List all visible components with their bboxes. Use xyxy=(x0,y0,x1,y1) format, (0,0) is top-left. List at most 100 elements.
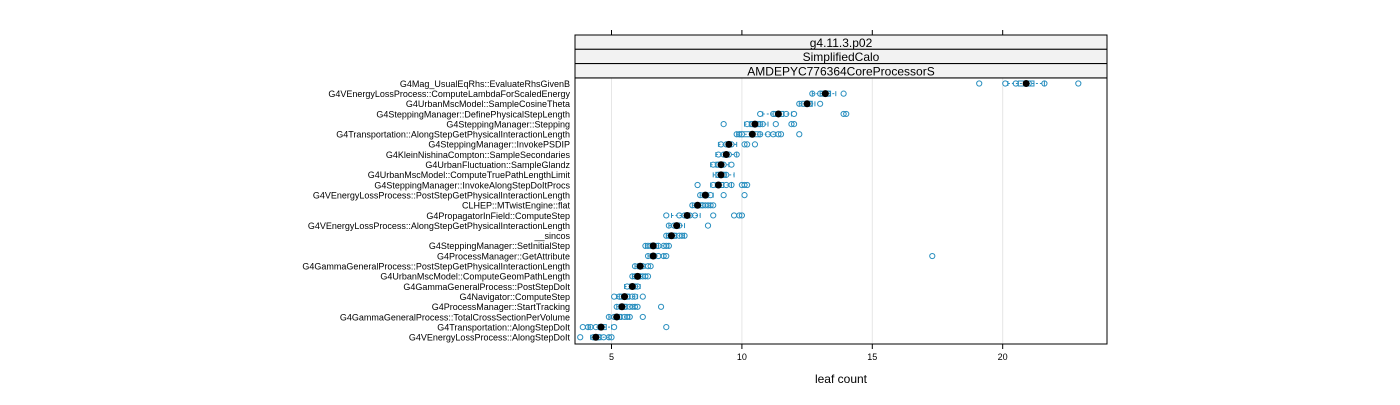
x-tick-label: 15 xyxy=(867,352,877,362)
y-axis-label: G4GammaGeneralProcess::PostStepDoIt xyxy=(403,282,570,292)
median-marker xyxy=(634,272,642,280)
strip-label: g4.11.3.p02 xyxy=(810,36,873,50)
data-point xyxy=(741,141,748,148)
y-axis-label: G4Transportation::AlongStepDoIt xyxy=(437,322,570,332)
data-point xyxy=(843,110,850,118)
median-marker xyxy=(636,262,644,270)
y-axis-labels: G4Mag_UsualEqRhs::EvaluateRhsGivenBG4VEn… xyxy=(302,79,570,343)
y-axis-label: G4VEnergyLossProcess::PostStepGetPhysica… xyxy=(313,190,570,200)
data-point xyxy=(840,90,847,97)
x-tick-label: 10 xyxy=(737,352,747,362)
y-axis-label: G4SteppingManager::InvokeAlongStepDoItPr… xyxy=(374,180,570,190)
data-point xyxy=(796,100,803,107)
median-marker xyxy=(649,252,657,260)
median-marker xyxy=(628,283,636,290)
data-point xyxy=(929,252,936,260)
median-marker xyxy=(667,232,675,240)
data-point xyxy=(605,334,613,341)
median-marker xyxy=(717,161,725,169)
y-axis-label: G4ProcessManager::GetAttribute xyxy=(437,251,570,261)
data-point xyxy=(741,192,748,199)
data-point xyxy=(1041,80,1048,87)
median-marker xyxy=(597,323,605,331)
y-axis-label: G4UrbanMscModel::ComputeTruePathLengthLi… xyxy=(368,170,571,180)
data-point xyxy=(817,100,824,107)
median-marker xyxy=(673,222,681,230)
data-point xyxy=(707,202,714,209)
data-point xyxy=(710,202,717,209)
x-tick-label: 5 xyxy=(609,352,614,362)
data-point xyxy=(1012,80,1019,87)
data-point xyxy=(757,131,764,138)
strip-headers: g4.11.3.p02SimplifiedCaloAMDEPYC776364Co… xyxy=(574,34,1108,78)
data-point xyxy=(796,131,803,138)
data-point xyxy=(840,110,847,118)
y-axis-label: G4UrbanMscModel::ComputeGeomPathLength xyxy=(380,272,570,282)
median-marker xyxy=(751,120,759,128)
median-marker xyxy=(725,140,733,148)
data-point xyxy=(790,121,798,128)
data-point xyxy=(624,313,631,321)
median-marker xyxy=(592,333,600,341)
x-axis-label: leaf count xyxy=(815,372,868,386)
data-point xyxy=(663,212,670,219)
y-axis-label: G4SteppingManager::Stepping xyxy=(446,119,570,129)
data-point xyxy=(783,110,790,118)
data-point xyxy=(657,303,665,310)
data-point xyxy=(738,212,746,219)
y-axis-label: G4UrbanMscModel::SampleCosineTheta xyxy=(406,99,570,109)
y-axis-label: G4SteppingManager::DefinePhysicalStepLen… xyxy=(376,109,570,119)
data-point xyxy=(663,324,670,331)
y-axis-label: G4PropagatorInField::ComputeStep xyxy=(426,211,570,221)
data-point xyxy=(678,232,686,239)
data-point xyxy=(744,181,751,189)
data-point xyxy=(611,293,618,300)
y-axis-label: G4Transportation::AlongStepGetPhysicalIn… xyxy=(336,130,570,140)
data-point xyxy=(642,273,649,280)
data-point xyxy=(788,121,795,128)
median-marker xyxy=(748,130,756,138)
data-point xyxy=(790,110,798,118)
median-marker xyxy=(803,100,811,108)
y-axis-label: __sincos xyxy=(533,231,570,241)
data-point xyxy=(730,212,738,219)
data-point xyxy=(720,121,727,128)
y-axis-label: G4GammaGeneralProcess::TotalCrossSection… xyxy=(340,312,570,322)
median-marker xyxy=(717,171,725,179)
data-point xyxy=(1075,80,1082,87)
median-marker xyxy=(714,181,722,189)
data-point xyxy=(629,293,636,300)
panel-border xyxy=(574,77,1108,345)
y-axis-label: G4VEnergyLossProcess::AlongStepGetPhysic… xyxy=(308,221,570,231)
data-point xyxy=(710,212,717,219)
data-point xyxy=(733,151,740,158)
y-axis-label: G4SteppingManager::SetInitialStep xyxy=(429,241,570,251)
x-tick-label: 20 xyxy=(998,352,1008,362)
data-point xyxy=(660,252,667,260)
data-point xyxy=(720,192,727,199)
data-point xyxy=(1002,80,1009,87)
data-point xyxy=(976,80,983,87)
median-marker xyxy=(774,110,782,118)
data-point xyxy=(694,181,701,189)
median-marker xyxy=(621,293,629,301)
data-point xyxy=(744,141,751,148)
data-point xyxy=(775,131,782,138)
data-point xyxy=(644,263,652,270)
y-axis-label: G4VEnergyLossProcess::ComputeLambdaForSc… xyxy=(328,89,570,99)
data-point xyxy=(644,273,652,280)
data-point xyxy=(777,131,785,138)
median-marker xyxy=(683,211,691,219)
data-point xyxy=(611,324,618,331)
median-marker xyxy=(618,303,626,311)
y-axis-label: CLHEP::MTwistEngine::flat xyxy=(462,201,571,211)
strip-label: AMDEPYC776364CoreProcessorS xyxy=(747,64,934,78)
data-point xyxy=(691,212,699,219)
data-point xyxy=(809,90,816,97)
grid-lines xyxy=(574,30,1108,345)
data-point xyxy=(704,222,712,229)
data-point xyxy=(663,252,670,260)
data-point xyxy=(738,131,746,138)
median-marker xyxy=(821,90,829,98)
data-point xyxy=(751,141,759,148)
